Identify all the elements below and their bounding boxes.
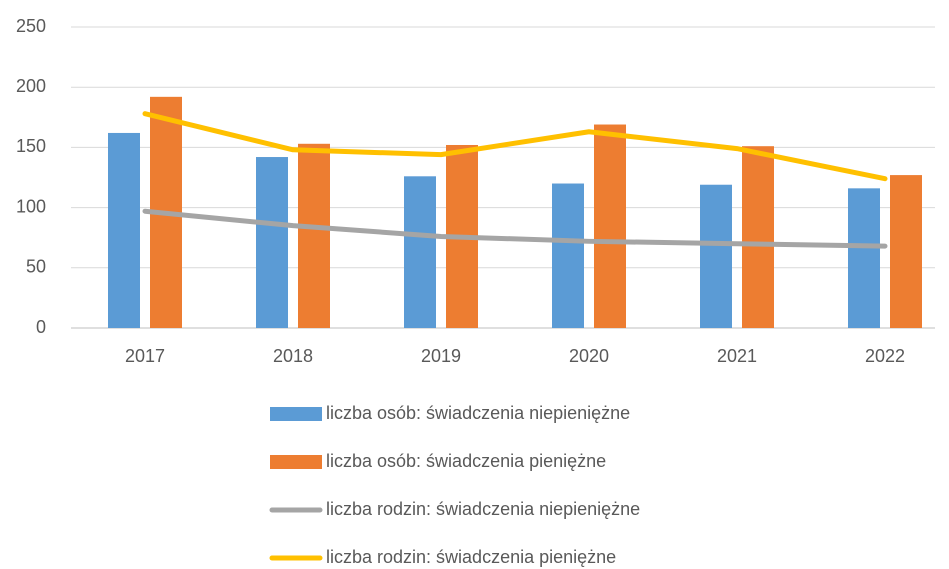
y-tick-label: 250 [16, 16, 46, 36]
bar [298, 143, 330, 328]
legend-label: liczba osób: świadczenia niepieniężne [326, 403, 630, 423]
bar [108, 132, 140, 328]
x-tick-label: 2021 [717, 346, 757, 366]
legend-swatch [270, 455, 322, 469]
bar [700, 184, 732, 328]
bar [404, 176, 436, 328]
line [142, 111, 888, 182]
x-tick-label: 2022 [865, 346, 905, 366]
legend-label: liczba rodzin: świadczenia niepieniężne [326, 499, 640, 519]
bar [594, 124, 626, 328]
y-tick-label: 200 [16, 76, 46, 96]
bar [256, 157, 288, 328]
x-tick-label: 2020 [569, 346, 609, 366]
y-tick-label: 0 [36, 317, 46, 337]
legend-label: liczba osób: świadczenia pieniężne [326, 451, 606, 471]
y-tick-label: 50 [26, 257, 46, 277]
x-tick-label: 2019 [421, 346, 461, 366]
legend-label: liczba rodzin: świadczenia pieniężne [326, 547, 616, 567]
x-tick-label: 2018 [273, 346, 313, 366]
line [142, 208, 888, 249]
bar [552, 183, 584, 328]
y-tick-label: 100 [16, 196, 46, 216]
bar [848, 188, 880, 328]
bar [890, 175, 922, 328]
x-tick-label: 2017 [125, 346, 165, 366]
legend-swatch [270, 407, 322, 421]
bar [742, 146, 774, 328]
y-tick-label: 150 [16, 136, 46, 156]
